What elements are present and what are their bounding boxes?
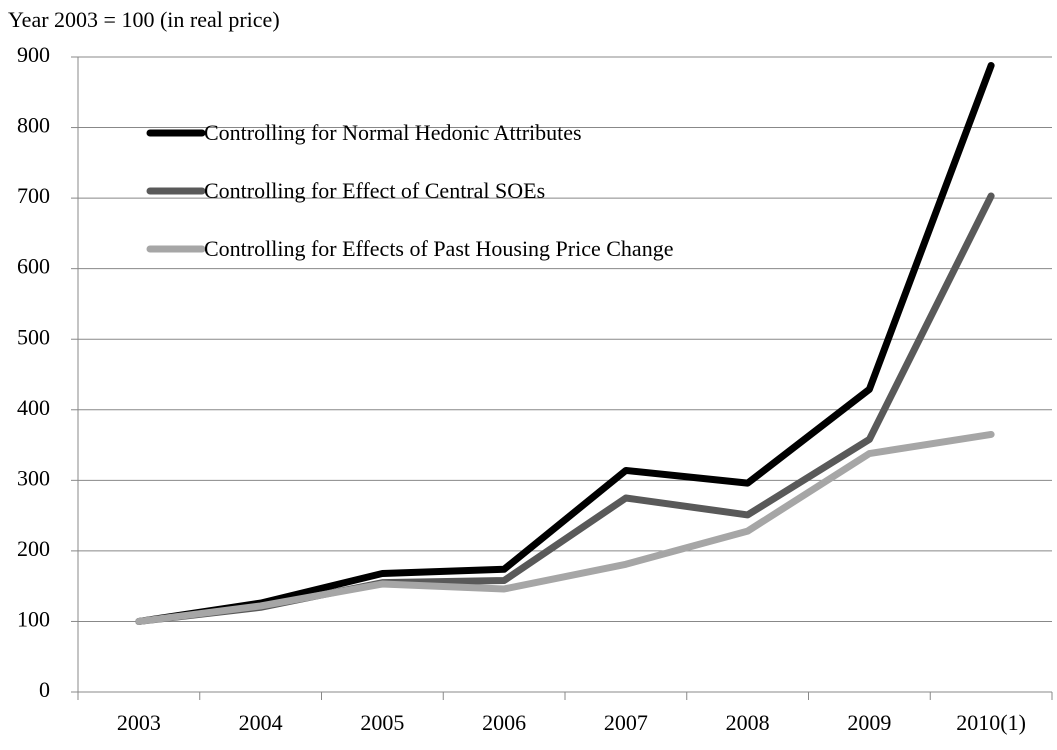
x-tick-label: 2007 bbox=[604, 710, 648, 735]
series-line bbox=[135, 61, 995, 625]
y-tick-label: 200 bbox=[17, 536, 50, 561]
y-tick-label: 300 bbox=[17, 465, 50, 490]
y-tick-label: 500 bbox=[17, 324, 50, 349]
y-axis-label: Year 2003 = 100 (in real price) bbox=[8, 7, 280, 32]
series-line bbox=[135, 430, 995, 625]
y-tick-label: 400 bbox=[17, 395, 50, 420]
y-tick-label: 700 bbox=[17, 183, 50, 208]
x-tick-label: 2010(1) bbox=[956, 710, 1026, 735]
x-tick-label: 2008 bbox=[726, 710, 770, 735]
x-tick-label: 2004 bbox=[239, 710, 283, 735]
legend-label: Controlling for Effects of Past Housing … bbox=[204, 236, 673, 261]
x-tick-label: 2003 bbox=[117, 710, 161, 735]
y-tick-label: 800 bbox=[17, 113, 50, 138]
x-tick-label: 2009 bbox=[847, 710, 891, 735]
x-tick-label: 2005 bbox=[360, 710, 404, 735]
y-tick-label: 900 bbox=[17, 42, 50, 67]
legend-label: Controlling for Effect of Central SOEs bbox=[204, 178, 545, 203]
legend-label: Controlling for Normal Hedonic Attribute… bbox=[204, 120, 582, 145]
y-tick-label: 0 bbox=[39, 677, 50, 702]
y-tick-label: 100 bbox=[17, 606, 50, 631]
x-tick-label: 2006 bbox=[482, 710, 526, 735]
y-tick-label: 600 bbox=[17, 254, 50, 279]
